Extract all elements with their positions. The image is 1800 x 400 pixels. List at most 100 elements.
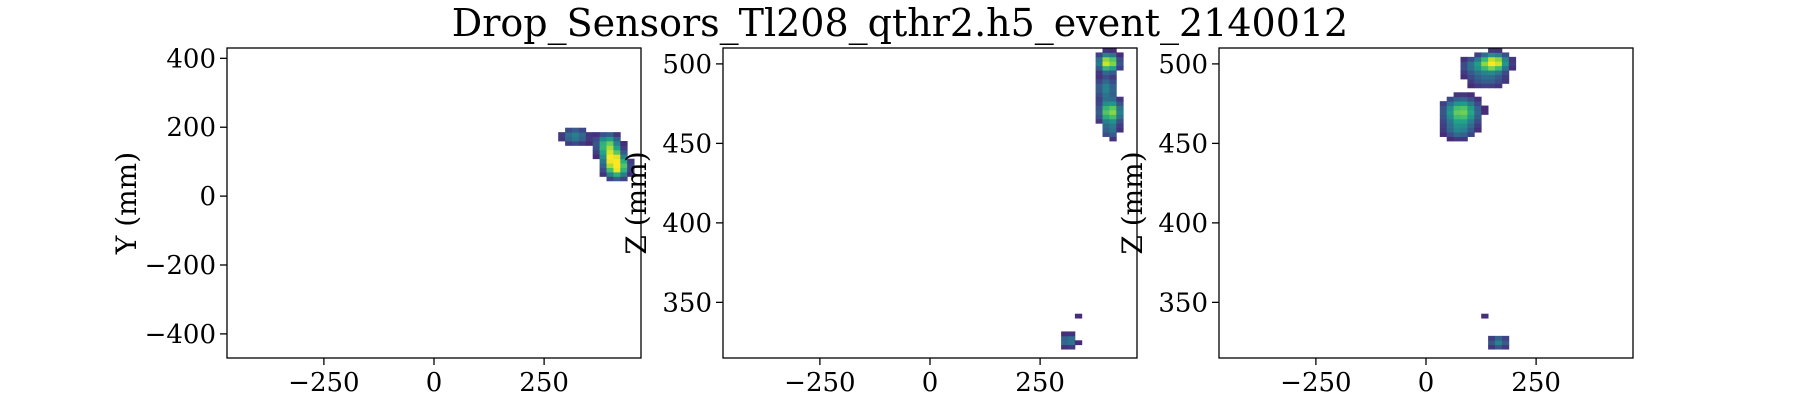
heatmap-cell: [1495, 83, 1503, 89]
heatmap-cell: [1116, 96, 1124, 102]
heatmap-cell: [599, 145, 607, 151]
heatmap-cell: [1109, 101, 1117, 106]
heatmap-cell: [613, 158, 621, 164]
heatmap-cell: [1467, 132, 1475, 137]
heatmap-cell: [1116, 56, 1124, 62]
heatmap-cell: [1109, 136, 1117, 142]
heatmap-cell: [1446, 127, 1454, 133]
heatmap-cell: [1467, 127, 1475, 133]
heatmap-cell: [1460, 101, 1468, 106]
heatmap-cell: [592, 132, 600, 137]
heatmap-cell: [1109, 70, 1117, 75]
heatmap-cell: [1439, 101, 1448, 106]
heatmap-cell: [592, 154, 600, 160]
heatmap-cell: [1102, 105, 1110, 111]
heatmap-cell: [1109, 110, 1117, 115]
heatmap-cell: [1467, 83, 1475, 89]
heatmap-cell: [578, 127, 587, 133]
heatmap-cell: [1453, 92, 1461, 98]
heatmap-cell: [1439, 118, 1448, 124]
heatmap-cell: [1474, 101, 1482, 106]
heatmap-cell: [606, 176, 614, 182]
heatmap-cell: [1495, 56, 1503, 62]
heatmap-cell: [1474, 114, 1482, 120]
heatmap-cells: [1439, 48, 1517, 350]
heatmap-cell: [1460, 61, 1468, 67]
heatmap-cell: [1501, 340, 1510, 346]
heatmap-cell: [606, 145, 614, 151]
heatmap-cell: [1446, 114, 1454, 120]
x-tick-label: 250: [1015, 368, 1065, 398]
heatmap-cell: [613, 163, 621, 168]
heatmap-cell: [1446, 132, 1454, 137]
heatmap-cell: [565, 132, 573, 137]
heatmap-cell: [1488, 56, 1496, 62]
heatmap-cell: [1102, 114, 1110, 120]
heatmap-cell: [1460, 74, 1468, 80]
heatmap-cell: [1495, 79, 1503, 84]
heatmap-cell: [1109, 74, 1117, 80]
heatmap-cell: [1102, 74, 1110, 80]
heatmap-cell: [585, 132, 594, 137]
heatmap-cell: [1467, 96, 1475, 102]
heatmap-cell: [1467, 114, 1475, 120]
heatmap-cell: [1453, 96, 1461, 102]
heatmap-cell: [1439, 132, 1448, 137]
heatmap-cell: [1439, 110, 1448, 115]
heatmap-cell: [1495, 335, 1503, 341]
heatmap-cell: [1501, 70, 1510, 75]
heatmap-cell: [1488, 52, 1496, 58]
heatmap-cell: [1467, 65, 1475, 71]
heatmap-cell: [1102, 65, 1110, 71]
heatmap-cell: [1501, 52, 1510, 58]
heatmap-cell: [1467, 79, 1475, 84]
heatmap-cell: [1109, 65, 1117, 71]
heatmap-cell: [578, 132, 587, 137]
heatmap-cell: [1495, 344, 1503, 350]
heatmap-cell: [1102, 61, 1110, 67]
x-tick-label: −250: [1280, 368, 1351, 398]
heatmap-cell: [613, 132, 621, 137]
y-tick-label: −200: [145, 251, 216, 281]
heatmap-cell: [1109, 61, 1117, 67]
heatmap-cell: [606, 149, 614, 155]
heatmap-cell: [1474, 70, 1482, 75]
heatmap-cells: [1061, 48, 1124, 350]
y-tick-label: 0: [199, 182, 216, 212]
heatmap-cell: [1102, 96, 1110, 102]
heatmap-cell: [1116, 105, 1124, 111]
heatmap-cell: [1453, 110, 1461, 115]
heatmap-cell: [599, 172, 607, 177]
heatmap-cell: [1116, 123, 1124, 129]
heatmap-cell: [1109, 96, 1117, 102]
y-tick-label: 400: [662, 209, 712, 239]
heatmap-cell: [599, 163, 607, 168]
heatmap-cell: [606, 132, 614, 137]
heatmap-cell: [1488, 335, 1496, 341]
heatmap-cell: [1446, 105, 1454, 111]
heatmap-cell: [1095, 105, 1103, 111]
heatmap-cell: [1095, 92, 1103, 98]
y-tick-label: −400: [145, 320, 216, 350]
heatmap-cell: [1460, 56, 1468, 62]
heatmap-cell: [1481, 52, 1489, 58]
heatmap-cell: [572, 132, 580, 137]
heatmap-cell: [1488, 65, 1496, 71]
heatmap-cell: [1095, 65, 1103, 71]
heatmap-cell: [1439, 123, 1448, 129]
heatmap-cell: [1474, 110, 1482, 115]
heatmap-cell: [1495, 61, 1503, 67]
heatmap-cell: [1439, 114, 1448, 120]
heatmap-cell: [1474, 79, 1482, 84]
x-tick-label: −250: [784, 368, 855, 398]
y-tick-label: 400: [166, 44, 216, 74]
heatmap-cell: [620, 172, 628, 177]
heatmap-cell: [1109, 105, 1117, 111]
heatmap-cell: [1488, 79, 1496, 84]
x-tick-label: 0: [1418, 368, 1435, 398]
heatmap-cell: [1102, 48, 1110, 53]
heatmap-cell: [1095, 83, 1103, 89]
heatmap-cell: [1453, 118, 1461, 124]
heatmap-cell: [1481, 74, 1489, 80]
